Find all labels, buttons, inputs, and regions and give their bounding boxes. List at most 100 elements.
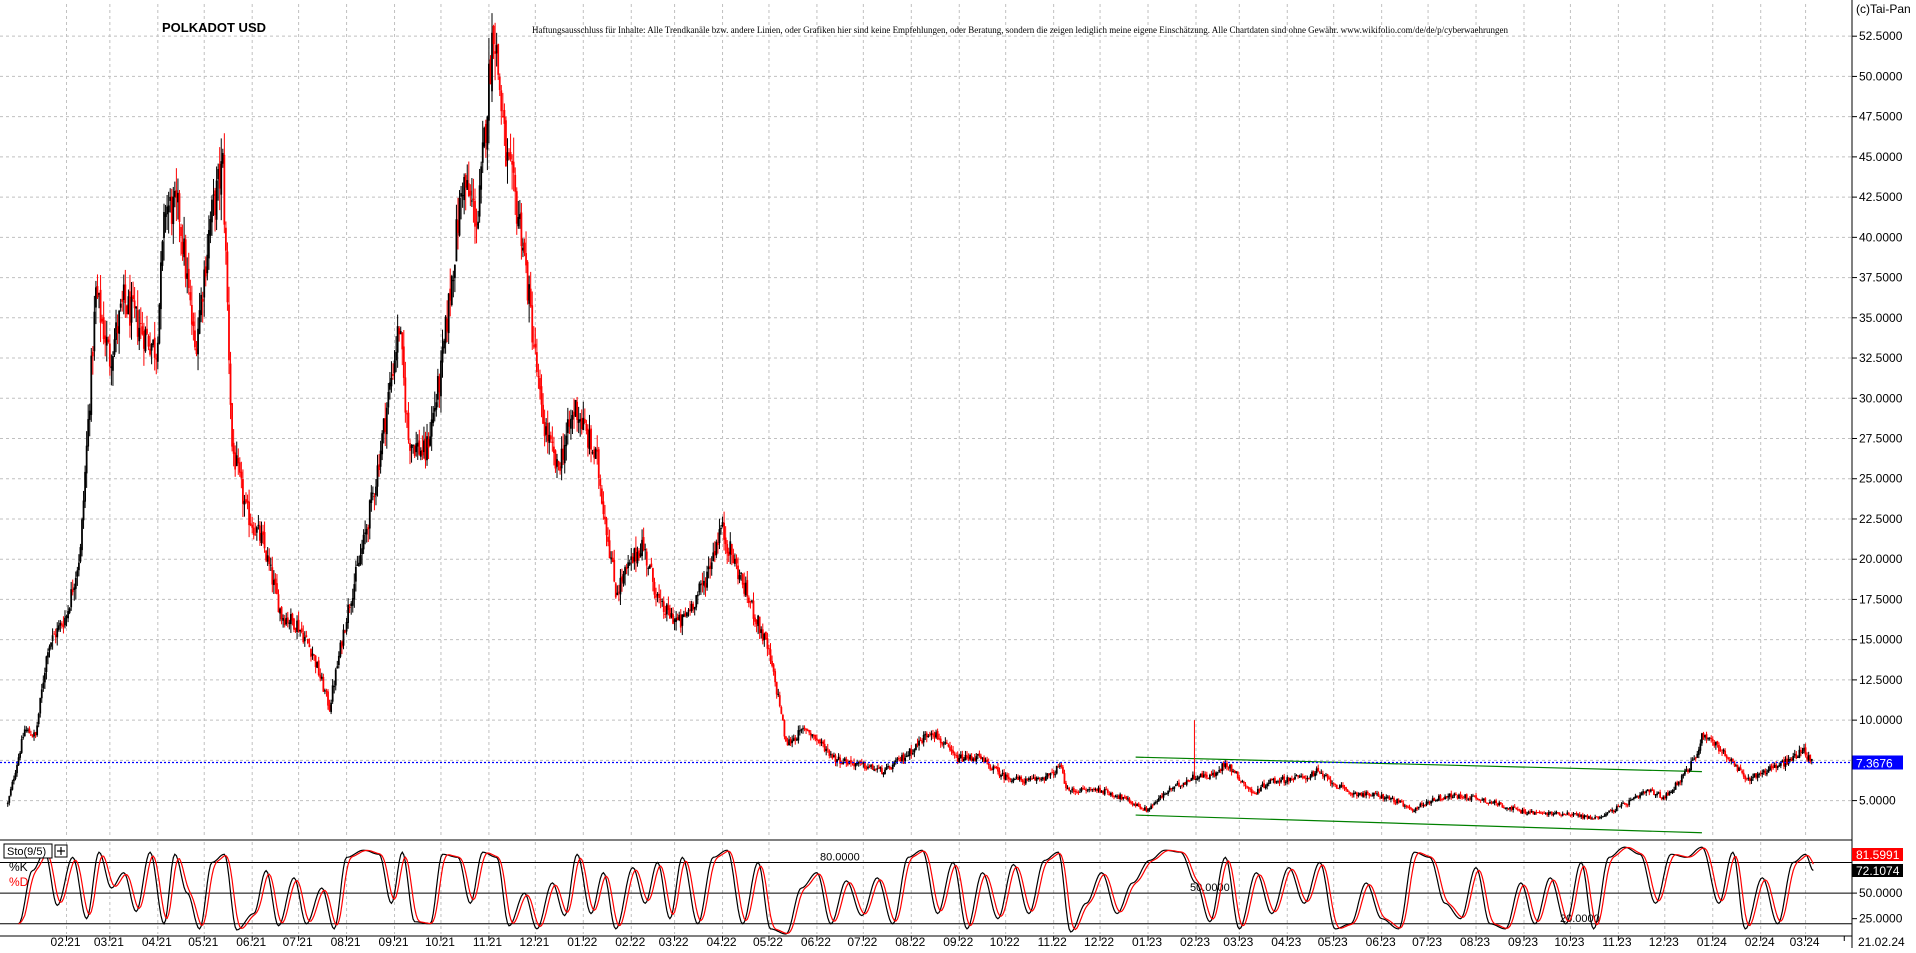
candle-body (1010, 780, 1013, 782)
candle-body (1801, 751, 1804, 754)
candle-body (1403, 805, 1406, 807)
candle-body (1174, 784, 1177, 786)
candle-body (68, 608, 71, 613)
candle-body (1499, 802, 1502, 805)
candle-body (508, 153, 510, 157)
candle-body (472, 198, 475, 200)
candle-body (1247, 787, 1250, 789)
candle-body (429, 436, 432, 446)
candle-body (190, 305, 193, 325)
candle-body (60, 623, 63, 626)
candle-body (217, 169, 220, 180)
candle-body (492, 25, 495, 45)
candle-body (1105, 789, 1108, 791)
candle-body (313, 654, 315, 656)
candle-body (828, 750, 831, 756)
candle-body (1646, 789, 1649, 791)
candle-body (1063, 773, 1066, 784)
candle-body (1161, 795, 1163, 798)
candle-body (1311, 771, 1313, 777)
candle-body (1606, 812, 1609, 814)
candle-body (1164, 793, 1166, 795)
candle-body (255, 527, 258, 533)
candle-body (840, 763, 843, 765)
candle-body (1728, 759, 1731, 762)
candle-body (967, 756, 970, 759)
candle-body (1156, 800, 1159, 802)
stoch-tick-label: 25.0000 (1859, 912, 1903, 926)
candle-body (942, 743, 945, 745)
candle-body (1317, 767, 1320, 771)
candle-body (1727, 757, 1730, 760)
candle-body (1303, 775, 1306, 779)
candle-body (246, 500, 249, 503)
candle-body (402, 346, 405, 378)
candle-body (622, 574, 625, 584)
candle-body (1196, 778, 1199, 780)
candle-body (1758, 773, 1761, 775)
candle-body (427, 439, 430, 448)
candle-body (566, 419, 569, 434)
candle-body (747, 597, 750, 604)
candle-body (551, 441, 554, 443)
candle-body (1809, 754, 1812, 762)
candle-body (972, 758, 975, 762)
candle-body (1400, 800, 1403, 803)
candle-body (710, 562, 713, 569)
candle-body (624, 567, 626, 575)
candle-body (881, 767, 883, 774)
candle-body (896, 758, 899, 760)
candle-body (874, 768, 877, 770)
candle-body (105, 336, 108, 346)
price-tick-label: 22.5000 (1859, 512, 1903, 526)
candle-body (450, 276, 453, 306)
candle-body (712, 552, 715, 561)
candle-body (525, 253, 527, 266)
candle-body (1153, 803, 1156, 806)
candle-body (207, 230, 210, 259)
candle-body (1017, 776, 1019, 781)
x-tick-label: 07.22 (847, 935, 877, 948)
x-tick-label: 04.23 (1271, 935, 1301, 948)
candle-body (303, 637, 306, 642)
candle-body (30, 734, 32, 736)
candle-body (260, 532, 263, 544)
candle-body (788, 739, 790, 746)
candle-body (560, 448, 563, 469)
candle-body (800, 729, 803, 731)
candle-body (497, 44, 500, 75)
price-tick-label: 42.5000 (1859, 190, 1903, 204)
candle-body (1027, 778, 1030, 781)
candle-body (523, 242, 526, 253)
candle-body (642, 537, 645, 550)
candle-body (1136, 804, 1139, 807)
candle-body (1748, 778, 1751, 782)
candle-body (169, 196, 172, 201)
candle-body (342, 629, 345, 646)
candle-body (221, 153, 224, 164)
candle-body (645, 551, 648, 566)
candle-body (1376, 793, 1378, 795)
candle-body (634, 547, 637, 562)
candle-body (1544, 812, 1547, 814)
candle-body (376, 465, 379, 487)
candle-body (102, 317, 105, 340)
x-tick-label: 03.24 (1790, 935, 1820, 948)
candle-body (71, 589, 74, 593)
candle-body (1041, 777, 1044, 779)
candle-body (930, 733, 933, 735)
candle-body (868, 765, 871, 767)
candle-body (410, 444, 413, 449)
candle-body (463, 176, 466, 201)
candle-body (693, 606, 696, 610)
price-tick-label: 37.5000 (1859, 271, 1903, 285)
candle-body (1588, 816, 1590, 819)
candle-body (699, 584, 702, 586)
candle-body (1351, 793, 1354, 796)
candle-body (1441, 798, 1443, 800)
candle-body (664, 613, 667, 615)
candle-body (633, 548, 636, 562)
candle-body (158, 304, 161, 344)
candle-body (738, 575, 741, 580)
candle-body (1653, 790, 1655, 795)
